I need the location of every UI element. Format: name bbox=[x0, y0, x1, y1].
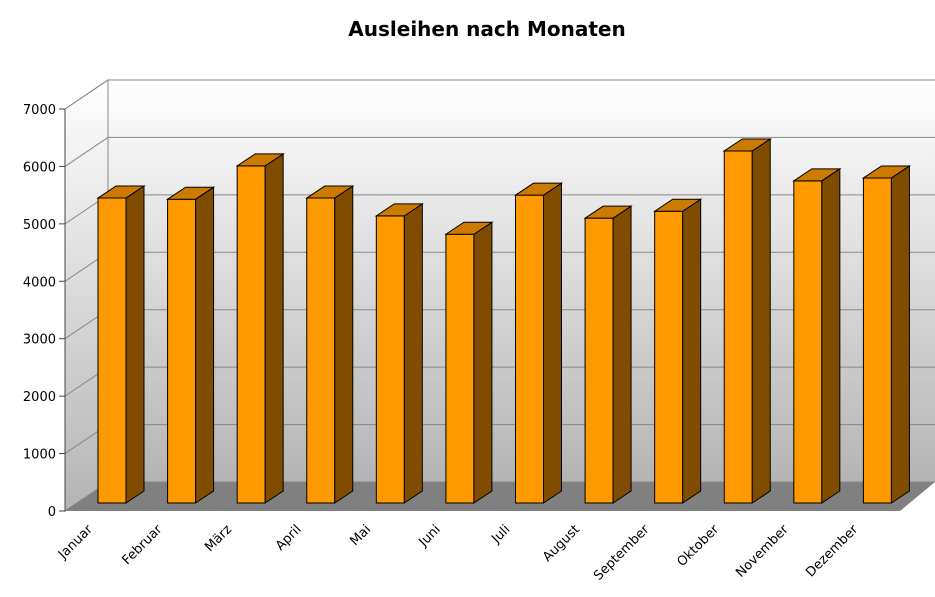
bar-front bbox=[97, 197, 127, 504]
bar bbox=[792, 167, 842, 504]
bar-top bbox=[792, 168, 842, 182]
x-tick-label: August bbox=[540, 522, 583, 565]
y-tick-label: 3000 bbox=[23, 333, 56, 348]
x-tick-label: Juni bbox=[416, 522, 444, 550]
bar-top bbox=[653, 198, 703, 212]
x-tick-label: November bbox=[733, 522, 792, 581]
bar-side bbox=[751, 138, 771, 504]
y-tick-label: 4000 bbox=[23, 275, 56, 290]
bar bbox=[235, 152, 285, 504]
bar-top bbox=[513, 182, 564, 196]
x-tick-label: Mai bbox=[347, 522, 374, 549]
bar bbox=[653, 198, 703, 504]
bar bbox=[444, 221, 494, 504]
x-tick-label: Februar bbox=[120, 522, 166, 568]
bar-side bbox=[403, 202, 423, 504]
bar bbox=[305, 185, 355, 504]
x-tick-label: Juli bbox=[488, 522, 513, 547]
bar-front bbox=[862, 177, 892, 504]
bar-front bbox=[167, 198, 197, 504]
y-tick-label: 2000 bbox=[23, 390, 56, 405]
bar-side bbox=[612, 205, 632, 504]
bar bbox=[861, 165, 912, 504]
bar-side bbox=[195, 186, 215, 504]
bar-side bbox=[125, 185, 145, 504]
bar-front bbox=[793, 180, 823, 504]
bar-top bbox=[722, 138, 772, 152]
y-tick-label: 5000 bbox=[23, 218, 56, 233]
bar-top bbox=[165, 186, 216, 200]
bar-top bbox=[374, 203, 424, 217]
bar-side bbox=[821, 167, 841, 504]
bar-top bbox=[96, 185, 146, 199]
bar-top bbox=[305, 185, 355, 199]
bar-front bbox=[306, 197, 336, 504]
x-tick-label: September bbox=[591, 522, 653, 584]
y-tick-label: 0 bbox=[48, 505, 56, 520]
x-tick-label: März bbox=[202, 522, 235, 555]
bar-side bbox=[473, 221, 493, 504]
bar-side bbox=[682, 198, 702, 504]
bar-side bbox=[890, 165, 910, 504]
bar-front bbox=[236, 165, 266, 504]
bar-top bbox=[583, 205, 633, 219]
bar-top bbox=[444, 221, 494, 235]
bar bbox=[374, 202, 424, 504]
x-tick-label: April bbox=[273, 522, 305, 554]
y-tick-label: 1000 bbox=[23, 448, 56, 463]
chart-title: Ausleihen nach Monaten bbox=[348, 17, 625, 41]
bar-front bbox=[515, 194, 544, 504]
bar bbox=[513, 182, 564, 504]
x-tick-label: Oktober bbox=[674, 522, 722, 570]
x-tick-label: Januar bbox=[55, 522, 96, 563]
bar bbox=[165, 186, 216, 504]
bar-side bbox=[264, 152, 284, 504]
bar-top bbox=[861, 165, 912, 179]
bar-front bbox=[445, 233, 475, 504]
y-tick-label: 7000 bbox=[23, 103, 56, 118]
bar-front bbox=[654, 210, 684, 504]
bar-top bbox=[235, 153, 285, 167]
bar-front bbox=[375, 215, 405, 504]
grid-line bbox=[64, 79, 935, 110]
y-tick-label: 6000 bbox=[23, 160, 56, 175]
bar-side bbox=[543, 182, 562, 504]
bar bbox=[96, 185, 146, 504]
bar-front bbox=[584, 217, 614, 504]
bar-front bbox=[723, 150, 753, 504]
bar-side bbox=[334, 185, 354, 504]
bar bbox=[722, 138, 772, 504]
bar bbox=[583, 205, 633, 504]
x-tick-label: Dezember bbox=[803, 522, 862, 581]
grid-line bbox=[64, 136, 935, 167]
